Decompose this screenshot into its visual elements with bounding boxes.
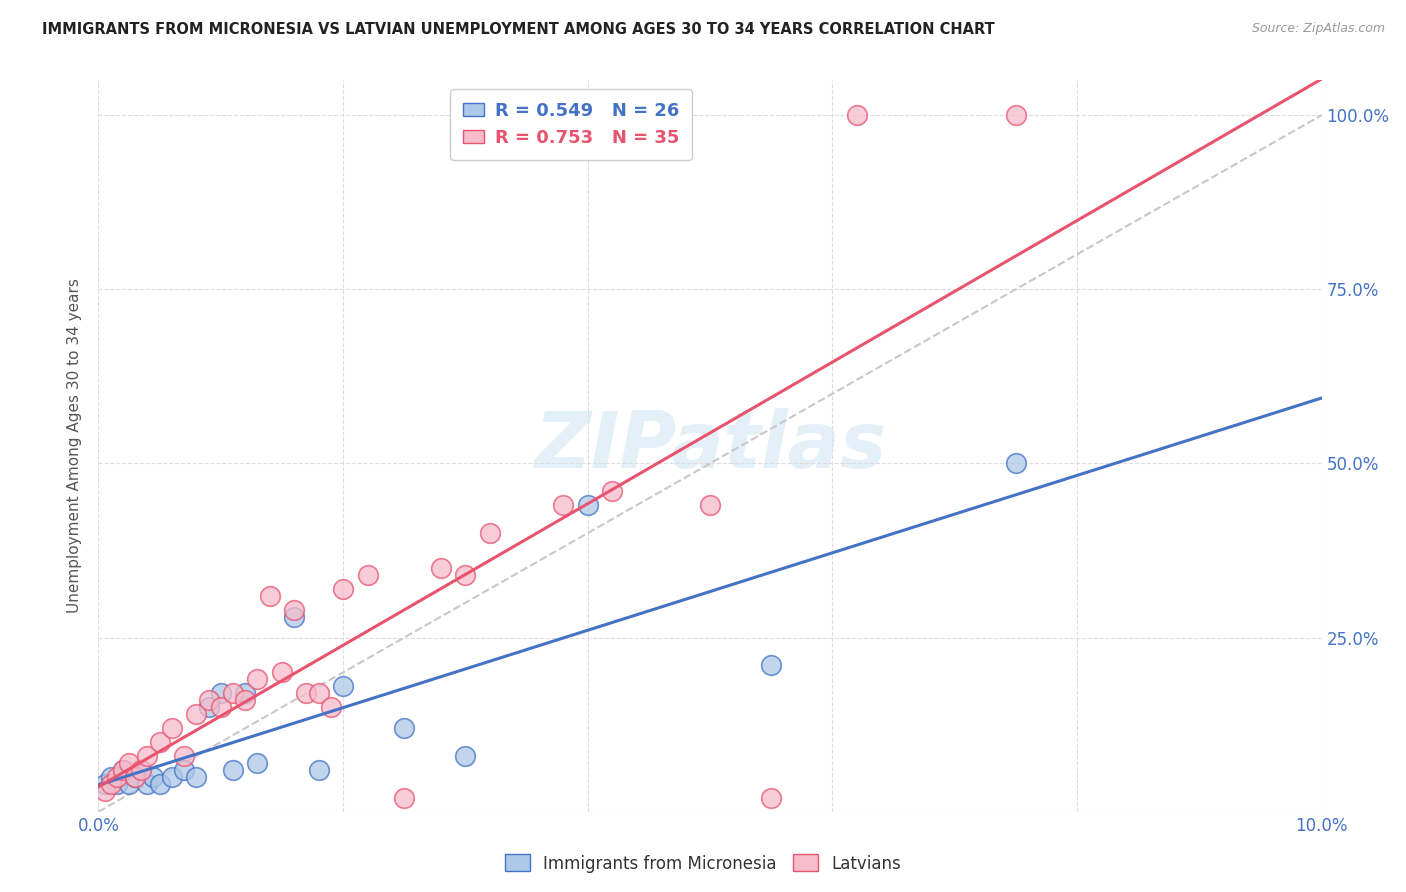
- Point: [118, 756, 141, 770]
- Point: [233, 686, 256, 700]
- Point: [111, 763, 134, 777]
- Point: [197, 700, 219, 714]
- Point: [118, 777, 141, 791]
- Point: [142, 770, 165, 784]
- Point: [319, 700, 342, 714]
- Point: [259, 589, 281, 603]
- Point: [295, 686, 318, 700]
- Point: [209, 700, 232, 714]
- Point: [129, 763, 152, 777]
- Point: [1004, 457, 1026, 471]
- Point: [332, 679, 354, 693]
- Legend: Immigrants from Micronesia, Latvians: Immigrants from Micronesia, Latvians: [498, 847, 908, 880]
- Y-axis label: Unemployment Among Ages 30 to 34 years: Unemployment Among Ages 30 to 34 years: [67, 278, 83, 614]
- Point: [845, 108, 868, 122]
- Point: [160, 770, 183, 784]
- Point: [283, 603, 305, 617]
- Point: [308, 686, 330, 700]
- Point: [478, 526, 501, 541]
- Point: [246, 756, 269, 770]
- Point: [136, 749, 159, 764]
- Text: ZIPatlas: ZIPatlas: [534, 408, 886, 484]
- Point: [308, 763, 330, 777]
- Text: IMMIGRANTS FROM MICRONESIA VS LATVIAN UNEMPLOYMENT AMONG AGES 30 TO 34 YEARS COR: IMMIGRANTS FROM MICRONESIA VS LATVIAN UN…: [42, 22, 995, 37]
- Point: [233, 693, 256, 707]
- Point: [186, 770, 208, 784]
- Point: [149, 777, 172, 791]
- Point: [100, 770, 122, 784]
- Point: [160, 721, 183, 735]
- Point: [197, 693, 219, 707]
- Point: [149, 735, 172, 749]
- Point: [186, 707, 208, 722]
- Point: [129, 763, 152, 777]
- Point: [759, 790, 782, 805]
- Point: [699, 498, 721, 512]
- Point: [173, 763, 195, 777]
- Point: [100, 777, 122, 791]
- Point: [392, 721, 416, 735]
- Point: [430, 561, 453, 575]
- Point: [209, 686, 232, 700]
- Point: [105, 777, 128, 791]
- Point: [222, 763, 245, 777]
- Point: [222, 686, 245, 700]
- Point: [93, 784, 115, 798]
- Point: [1004, 108, 1026, 122]
- Point: [93, 777, 115, 791]
- Point: [356, 567, 378, 582]
- Point: [246, 673, 269, 687]
- Point: [105, 770, 128, 784]
- Point: [270, 665, 292, 680]
- Point: [124, 770, 146, 784]
- Point: [553, 498, 575, 512]
- Point: [136, 777, 159, 791]
- Point: [332, 582, 354, 596]
- Point: [576, 498, 599, 512]
- Point: [454, 749, 477, 764]
- Point: [392, 790, 416, 805]
- Text: Source: ZipAtlas.com: Source: ZipAtlas.com: [1251, 22, 1385, 36]
- Point: [454, 567, 477, 582]
- Point: [111, 763, 134, 777]
- Point: [283, 609, 305, 624]
- Point: [173, 749, 195, 764]
- Point: [600, 484, 623, 499]
- Legend: R = 0.549   N = 26, R = 0.753   N = 35: R = 0.549 N = 26, R = 0.753 N = 35: [450, 89, 692, 160]
- Point: [759, 658, 782, 673]
- Point: [124, 770, 146, 784]
